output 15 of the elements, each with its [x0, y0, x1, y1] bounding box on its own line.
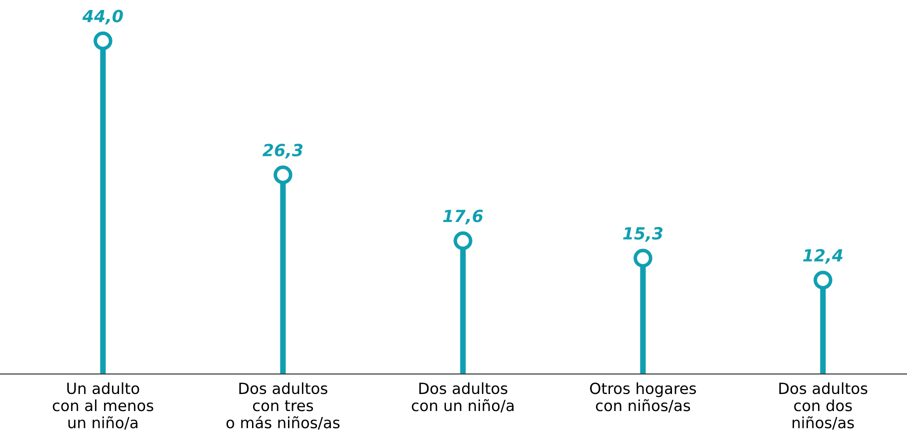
data-label: 26,3	[262, 144, 303, 159]
point	[454, 231, 472, 250]
point	[274, 166, 292, 184]
point	[814, 270, 832, 290]
data-label: 12,4	[803, 249, 842, 264]
x-tick-label: Otros hogares con niños/as	[590, 382, 696, 412]
data-label: 44,0	[82, 10, 123, 25]
x-tick-label: Dos adultos con dos niños/as	[779, 382, 868, 430]
x-tick-label: Dos adultos con tres o más niños/as	[226, 382, 340, 430]
point	[634, 248, 652, 268]
data-label: 17,6	[443, 210, 483, 224]
point	[94, 32, 112, 50]
x-tick-label: Dos adultos con un niño/a	[412, 382, 514, 412]
data-label: 15,3	[623, 227, 663, 242]
x-tick-label: Un adulto con al menos un niño/a	[52, 382, 154, 430]
